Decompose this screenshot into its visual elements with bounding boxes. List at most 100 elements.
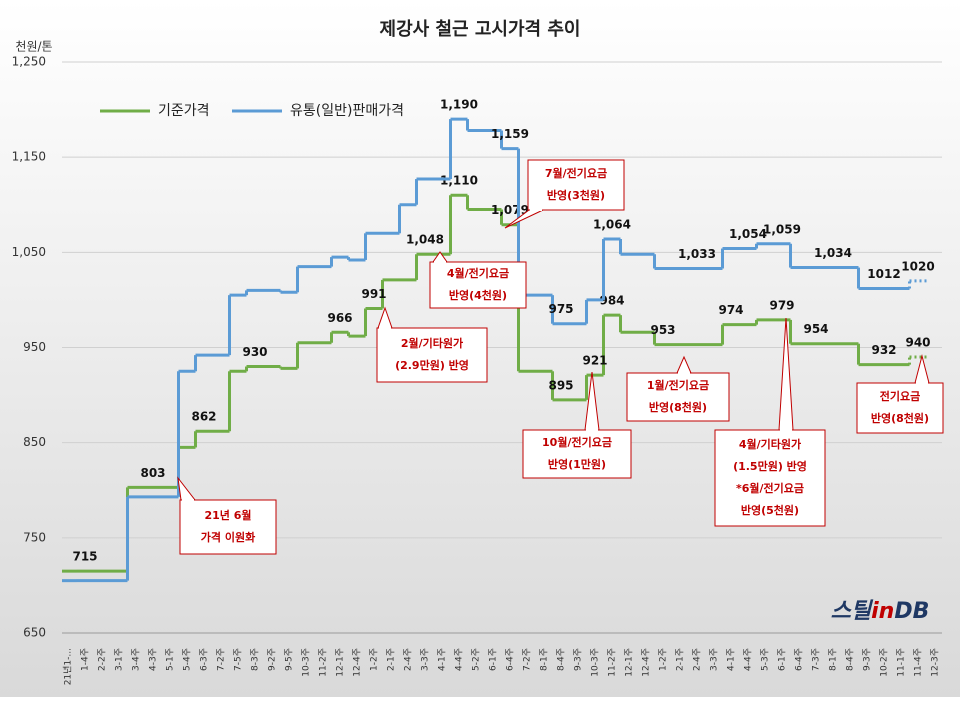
x-tick-label: 7-2주 — [216, 648, 227, 671]
y-tick-label: 1,050 — [12, 245, 46, 259]
x-tick-label: 4-4주 — [454, 648, 465, 671]
callout-mask — [916, 382, 928, 384]
value-label: 954 — [803, 322, 828, 336]
annotation-text: 전기요금 — [880, 389, 920, 403]
annotation-text: 2월/기타원가 — [401, 336, 463, 350]
x-tick-label: 2-1주 — [675, 648, 686, 671]
callout-mask — [182, 499, 194, 501]
x-tick-label: 5-3주 — [760, 648, 771, 671]
x-tick-label: 1-2주 — [658, 648, 669, 671]
x-tick-label: 5-2주 — [471, 648, 482, 671]
value-label: 1,048 — [406, 233, 444, 247]
value-label: 966 — [327, 311, 352, 325]
callout-box — [522, 429, 632, 479]
x-tick-label: 8-4주 — [845, 648, 856, 671]
legend-label: 유통(일반)판매가격 — [290, 103, 404, 119]
x-tick-label: 4-3주 — [148, 648, 159, 671]
value-label: 1,033 — [678, 247, 716, 261]
x-tick-label: 11-2주 — [318, 648, 329, 677]
value-label: 930 — [242, 345, 267, 359]
value-label: 984 — [599, 294, 624, 308]
x-tick-label: 11-4주 — [913, 648, 924, 677]
callout-box — [527, 159, 625, 211]
annotation-text: 반영(4천원) — [449, 288, 507, 302]
value-label: 895 — [548, 378, 573, 392]
callout-mask — [678, 372, 690, 374]
logo-part: in — [871, 599, 894, 624]
value-label: 1,064 — [593, 218, 631, 232]
series-line — [62, 193, 927, 573]
x-tick-label: 6-3주 — [199, 648, 210, 671]
value-label: 974 — [718, 303, 743, 317]
y-tick-label: 750 — [23, 530, 46, 544]
value-label: 1,110 — [440, 174, 478, 188]
callout-box — [429, 261, 527, 309]
x-tick-label: 9-5주 — [284, 648, 295, 671]
x-tick-label: 2-2주 — [97, 648, 108, 671]
value-label: 979 — [769, 298, 794, 312]
callout-box — [856, 382, 944, 434]
x-tick-label: 8-4주 — [556, 648, 567, 671]
y-tick-label: 950 — [23, 340, 46, 354]
x-tick-label: 3-4주 — [131, 648, 142, 671]
x-tick-label: 6-4주 — [505, 648, 516, 671]
annotation-text: (1.5만원) 반영 — [733, 459, 807, 473]
annotation-text: 반영(3천원) — [547, 188, 605, 202]
x-tick-label: 3-3주 — [709, 648, 720, 671]
callout-mask — [780, 429, 792, 431]
logo-part: 스틸 — [831, 599, 874, 624]
annotation-text: 7월/전기요금 — [545, 166, 607, 180]
value-label: 1020 — [901, 259, 934, 273]
x-tick-label: 10-3주 — [301, 648, 312, 677]
value-label: 991 — [361, 287, 386, 301]
annotation-text: 10월/전기요금 — [542, 435, 612, 449]
x-tick-label: 8-3주 — [250, 648, 261, 671]
callout-box — [626, 372, 730, 422]
chart-title: 제강사 철근 고시가격 추이 — [380, 19, 581, 40]
x-tick-label: 3-3주 — [420, 648, 431, 671]
callout-mask — [434, 261, 446, 263]
value-label: 1,159 — [491, 127, 529, 141]
x-tick-label: 10-3주 — [590, 648, 601, 677]
x-tick-label: 8-1주 — [539, 648, 550, 671]
x-tick-label: 21년1-... — [63, 648, 74, 685]
x-tick-label: 7-3주 — [811, 648, 822, 671]
callout-box — [714, 429, 826, 527]
legend-label: 기준가격 — [158, 103, 210, 119]
y-tick-label: 650 — [23, 626, 46, 640]
y-tick-label: 1,250 — [12, 55, 46, 69]
x-tick-label: 11-2주 — [607, 648, 618, 677]
callout-mask — [586, 429, 598, 431]
value-label: 953 — [650, 323, 675, 337]
x-tick-label: 10-2주 — [879, 648, 890, 677]
annotation-text: 1월/전기요금 — [647, 378, 709, 392]
x-tick-label: 9-2주 — [267, 648, 278, 671]
x-tick-label: 11-1주 — [896, 648, 907, 677]
x-tick-label: 3-1주 — [114, 648, 125, 671]
x-tick-label: 12-4주 — [352, 648, 363, 677]
value-label: 1,034 — [814, 246, 852, 260]
y-tick-label: 850 — [23, 435, 46, 449]
x-tick-label: 9-3주 — [862, 648, 873, 671]
value-label: 1,059 — [763, 222, 801, 236]
value-label: 862 — [191, 410, 216, 424]
annotation-text: 반영(8천원) — [649, 400, 707, 414]
callout-mask — [530, 209, 542, 211]
annotation-text: 반영(5천원) — [741, 503, 799, 517]
x-tick-label: 7-5주 — [233, 648, 244, 671]
x-tick-label: 12-3주 — [930, 648, 941, 677]
x-tick-label: 6-1주 — [777, 648, 788, 671]
annotation-text: 반영(1만원) — [548, 457, 606, 471]
callout-box — [179, 499, 277, 555]
annotation-text: 가격 이원화 — [201, 530, 255, 544]
annotation-text: 반영(8천원) — [871, 411, 929, 425]
value-label: 1012 — [867, 267, 900, 281]
value-label: 1,054 — [729, 227, 767, 241]
x-tick-label: 12-4주 — [641, 648, 652, 677]
